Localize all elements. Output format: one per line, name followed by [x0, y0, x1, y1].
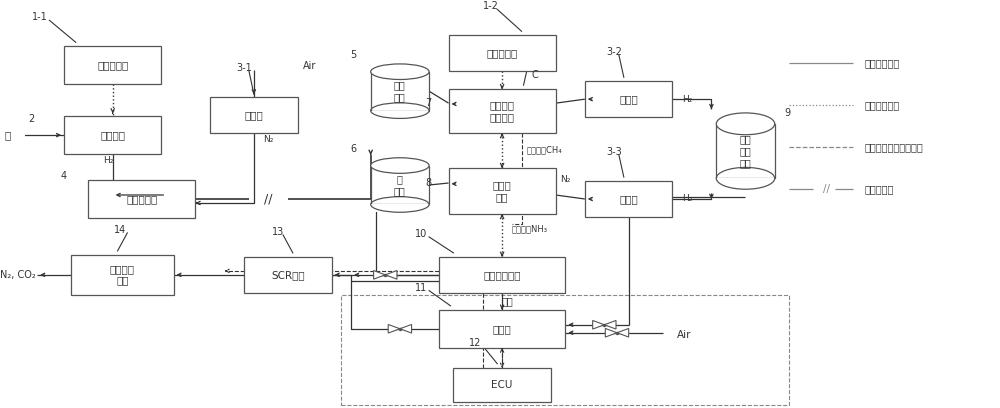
Text: H₂: H₂ — [682, 195, 693, 204]
Text: 水: 水 — [4, 130, 10, 140]
Text: 分布式能源: 分布式能源 — [486, 48, 518, 58]
Text: //: // — [264, 193, 273, 206]
Text: 废气换热装置: 废气换热装置 — [483, 270, 521, 280]
Bar — [716, 178, 775, 189]
Text: 12: 12 — [469, 338, 481, 348]
FancyBboxPatch shape — [449, 35, 556, 71]
FancyBboxPatch shape — [439, 310, 565, 348]
Text: 甲烷
储罐: 甲烷 储罐 — [394, 80, 406, 102]
Text: 分离器: 分离器 — [244, 110, 263, 120]
FancyBboxPatch shape — [453, 368, 551, 401]
FancyBboxPatch shape — [64, 46, 161, 84]
Polygon shape — [617, 328, 629, 337]
FancyBboxPatch shape — [585, 181, 672, 217]
Text: 废气: 废气 — [501, 296, 513, 306]
Bar — [371, 204, 429, 212]
Text: 远距离输送: 远距离输送 — [864, 184, 894, 194]
Ellipse shape — [371, 64, 429, 80]
Bar — [371, 72, 429, 111]
Text: 3-1: 3-1 — [236, 63, 252, 73]
Text: Air: Air — [677, 330, 692, 340]
Text: 分布式能源: 分布式能源 — [97, 60, 128, 70]
Text: 氢气
储存
装置: 氢气 储存 装置 — [740, 135, 751, 168]
Text: 发动机: 发动机 — [493, 324, 511, 334]
Polygon shape — [604, 320, 616, 329]
Text: 电控装置信息传递线路: 电控装置信息传递线路 — [864, 142, 923, 152]
Polygon shape — [593, 320, 604, 329]
Polygon shape — [400, 324, 412, 333]
FancyBboxPatch shape — [585, 81, 672, 117]
Text: ECU: ECU — [491, 380, 513, 390]
Text: 11: 11 — [415, 283, 427, 293]
Text: 氨
储罐: 氨 储罐 — [394, 174, 406, 196]
Text: 4: 4 — [61, 171, 67, 181]
FancyBboxPatch shape — [449, 89, 556, 133]
Polygon shape — [605, 328, 617, 337]
Text: SCR装置: SCR装置 — [271, 270, 305, 280]
Bar — [371, 166, 429, 204]
Text: N₂, CO₂: N₂, CO₂ — [0, 270, 36, 280]
Bar — [716, 124, 775, 178]
Ellipse shape — [716, 113, 775, 135]
Polygon shape — [374, 271, 385, 279]
FancyBboxPatch shape — [449, 168, 556, 214]
Text: 未裂解的CH₄: 未裂解的CH₄ — [526, 145, 562, 154]
Text: 5: 5 — [350, 50, 356, 60]
FancyBboxPatch shape — [71, 255, 174, 295]
Text: H₂: H₂ — [103, 155, 113, 164]
Text: 1-1: 1-1 — [32, 12, 48, 22]
Text: 能量交换线路: 能量交换线路 — [864, 100, 900, 110]
Text: //: // — [823, 184, 830, 194]
Text: 氨分解
装置: 氨分解 装置 — [493, 180, 511, 202]
Text: 10: 10 — [415, 229, 427, 239]
FancyBboxPatch shape — [64, 116, 161, 154]
Text: 分离器: 分离器 — [619, 94, 638, 104]
Text: 甲烷高温
裂解装置: 甲烷高温 裂解装置 — [490, 100, 515, 122]
Text: H₂: H₂ — [682, 95, 693, 104]
FancyBboxPatch shape — [439, 257, 565, 293]
Text: 电解装置: 电解装置 — [100, 130, 125, 140]
Text: 7: 7 — [425, 98, 431, 108]
Text: 燃料运输线路: 燃料运输线路 — [864, 58, 900, 68]
Polygon shape — [385, 271, 397, 279]
Text: 8: 8 — [425, 178, 431, 188]
Text: Air: Air — [303, 61, 316, 71]
Text: 氨合成装置: 氨合成装置 — [126, 194, 158, 204]
Text: 13: 13 — [272, 227, 284, 237]
FancyBboxPatch shape — [244, 257, 332, 293]
Text: N₂: N₂ — [561, 175, 571, 184]
Text: 14: 14 — [114, 225, 127, 235]
Text: 1-2: 1-2 — [482, 1, 498, 11]
Text: 3-2: 3-2 — [606, 47, 622, 57]
Text: 催化氧化
装置: 催化氧化 装置 — [110, 264, 135, 286]
Text: 未分解的NH₃: 未分解的NH₃ — [512, 225, 548, 234]
FancyBboxPatch shape — [210, 97, 298, 133]
FancyBboxPatch shape — [88, 180, 195, 218]
Text: 分离器: 分离器 — [619, 194, 638, 204]
Text: N₂: N₂ — [264, 135, 274, 144]
Text: C: C — [531, 70, 538, 80]
Text: 9: 9 — [784, 108, 791, 118]
Text: 2: 2 — [29, 114, 35, 124]
Polygon shape — [388, 324, 400, 333]
Text: 3-3: 3-3 — [606, 147, 622, 157]
Text: 6: 6 — [350, 144, 356, 154]
Bar — [371, 111, 429, 118]
Ellipse shape — [371, 158, 429, 173]
